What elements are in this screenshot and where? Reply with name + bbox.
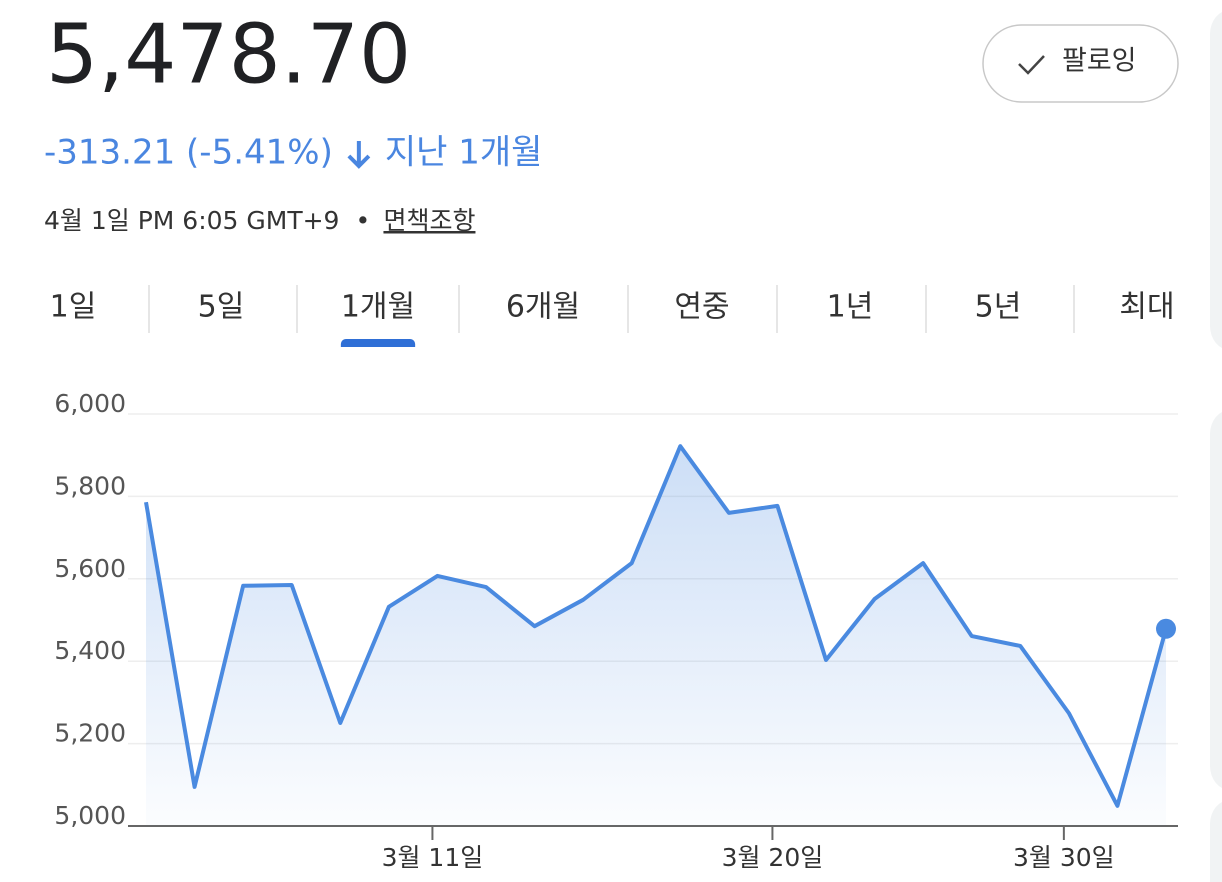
period: 지난 1개월 bbox=[385, 133, 543, 173]
tab-indicator bbox=[340, 339, 416, 347]
tab[interactable]: 연중 bbox=[674, 290, 729, 325]
follow-button-bg[interactable] bbox=[982, 24, 1179, 103]
x-tick-label: 3월 30일 bbox=[1013, 843, 1115, 872]
area-fill bbox=[146, 446, 1166, 826]
side-card bbox=[1210, 12, 1222, 348]
y-tick-label: 5,200 bbox=[54, 719, 126, 748]
side-card bbox=[1210, 802, 1222, 882]
check-icon bbox=[1018, 55, 1045, 75]
separator-dot: • bbox=[355, 206, 370, 235]
down-arrow bbox=[347, 141, 371, 169]
tab[interactable]: 5년 bbox=[975, 290, 1022, 325]
disclaimer-link[interactable]: 면책조항 bbox=[383, 206, 475, 235]
tab[interactable]: 1개월 bbox=[341, 290, 415, 325]
y-tick-label: 5,800 bbox=[54, 471, 126, 500]
tab[interactable]: 1일 bbox=[50, 290, 97, 325]
side-card bbox=[1210, 412, 1222, 788]
y-tick-label: 5,600 bbox=[54, 554, 126, 583]
follow-label[interactable]: 팔로잉 bbox=[1062, 46, 1137, 77]
y-tick-label: 6,000 bbox=[54, 389, 126, 418]
tab[interactable]: 1년 bbox=[827, 290, 874, 325]
x-tick-label: 3월 20일 bbox=[722, 843, 824, 872]
change: -313.21 (-5.41%) bbox=[44, 133, 333, 173]
y-tick-label: 5,000 bbox=[54, 801, 126, 830]
tab[interactable]: 5일 bbox=[198, 290, 245, 325]
last-point bbox=[1156, 618, 1176, 639]
follow-button[interactable]: 팔로잉 bbox=[982, 24, 1179, 103]
tab[interactable]: 최대 bbox=[1119, 290, 1174, 325]
price-line bbox=[144, 444, 1168, 808]
y-tick-label: 5,400 bbox=[54, 636, 126, 665]
tab[interactable]: 6개월 bbox=[506, 290, 580, 325]
timestamp: 4월 1일 PM 6:05 GMT+9 bbox=[44, 206, 339, 235]
price: 5,478.70 bbox=[46, 7, 411, 102]
x-tick-label: 3월 11일 bbox=[382, 843, 484, 872]
